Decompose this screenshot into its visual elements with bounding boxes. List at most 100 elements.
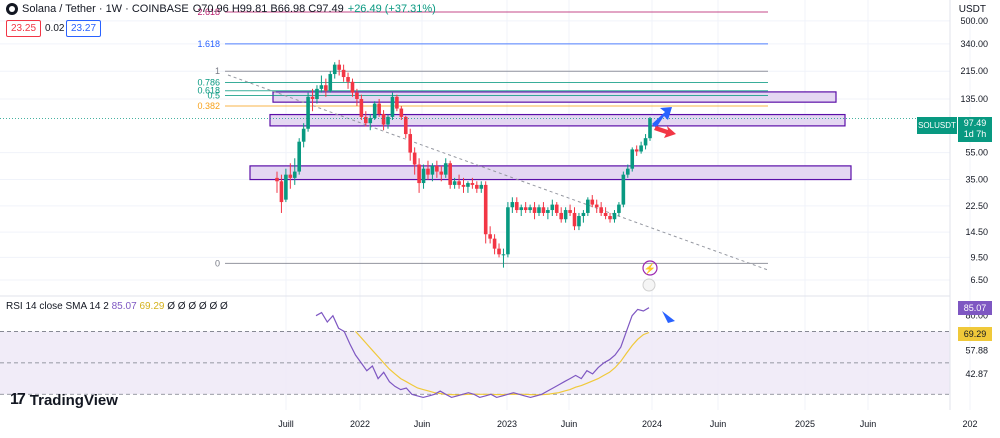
candle-body — [470, 183, 475, 185]
rsi-legend[interactable]: RSI 14 close SMA 14 2 85.07 69.29 Ø Ø Ø … — [6, 301, 228, 312]
candle-body — [408, 134, 413, 153]
candle-body — [399, 108, 404, 117]
candle-body — [559, 212, 563, 220]
candle-body — [546, 210, 550, 213]
rsi-extra-values: Ø Ø Ø Ø Ø Ø — [167, 301, 228, 312]
candle-body — [448, 163, 452, 185]
candle-body — [390, 96, 395, 117]
candle-body — [510, 202, 515, 208]
spread-value: 0.02 — [45, 23, 65, 34]
candle-body — [430, 165, 435, 175]
candle-body — [315, 88, 319, 99]
candle-body — [550, 204, 555, 211]
candle-body — [514, 202, 519, 211]
candle-body — [337, 64, 341, 70]
fib-level-label: 0.382 — [197, 101, 220, 111]
candle-body — [412, 152, 417, 165]
price-tick-label: 35.00 — [965, 175, 988, 185]
flag-marker-icon — [642, 278, 656, 292]
candle-body — [395, 96, 399, 109]
tradingview-logo[interactable]: 17 TradingView — [10, 391, 118, 409]
fib-level-label: 0.5 — [207, 91, 220, 101]
time-tick-label: 2024 — [642, 419, 662, 429]
candle-body — [621, 174, 626, 205]
rsi-title: RSI 14 close SMA 14 2 — [6, 301, 109, 312]
candle-body — [625, 168, 630, 175]
ohlc-values: O70.96 H99.81 B66.98 C97.49 — [192, 3, 344, 15]
symbol-tag: SOLUSDT — [917, 117, 957, 134]
price-tick-label: 55.00 — [965, 148, 988, 158]
time-tick-label: Juill — [278, 419, 294, 429]
symbol-header[interactable]: Solana / Tether · 1W · COINBASE O70.96 H… — [6, 3, 436, 15]
candle-body — [457, 181, 461, 185]
rsi-tick-label: 42.87 — [965, 369, 988, 379]
up-arrow-icon — [652, 107, 672, 128]
event-marker-icon — [642, 260, 658, 276]
candle-body — [301, 128, 306, 142]
rsi-value-text: 85.07 — [111, 301, 137, 312]
buy-button[interactable]: 23.27 — [66, 20, 102, 37]
candle-body — [541, 207, 546, 213]
candle-body — [332, 64, 337, 75]
candle-body — [377, 103, 381, 114]
lightning-icon: ⚡ — [644, 262, 656, 275]
price-tick-label: 9.50 — [970, 252, 988, 262]
time-tick-label: Juin — [860, 419, 877, 429]
candle-body — [368, 118, 373, 124]
fib-level-label: 1.618 — [197, 39, 220, 49]
candle-body — [439, 171, 444, 175]
time-tick-label: 2023 — [497, 419, 517, 429]
rsi-sma-line — [355, 330, 650, 396]
time-tick-label: Juin — [414, 419, 431, 429]
candle-body — [568, 210, 572, 213]
candle-body — [537, 207, 541, 213]
candle-body — [435, 165, 439, 172]
candle-body — [466, 183, 470, 187]
candle-body — [355, 92, 359, 99]
support-resistance-zone — [269, 113, 846, 127]
candle-body — [643, 138, 648, 146]
candle-body — [630, 149, 635, 169]
candle-body — [328, 74, 333, 91]
time-tick-label: 2025 — [795, 419, 815, 429]
sell-button[interactable]: 23.25 — [6, 20, 42, 37]
candle-body — [572, 212, 577, 227]
time-tick-label: Juin — [561, 419, 578, 429]
candle-body — [581, 212, 586, 217]
symbol-title: Solana / Tether · 1W · COINBASE — [22, 3, 189, 15]
candle-body — [443, 163, 448, 175]
candle-body — [590, 199, 595, 205]
price-tick-label: 215.00 — [960, 66, 988, 76]
change-value: +26.49 (+37.31%) — [347, 3, 436, 15]
candle-body — [306, 96, 310, 129]
candle-body — [386, 116, 390, 125]
last-price: 97.49 — [963, 118, 987, 128]
rsi-sma-text: 69.29 — [139, 301, 165, 312]
price-tick-label: 6.50 — [970, 275, 988, 285]
support-resistance-zone — [249, 165, 852, 181]
candle-body — [275, 177, 279, 182]
time-tick-label: 202 — [962, 419, 977, 429]
candle-body — [359, 98, 364, 117]
solana-logo-icon — [6, 3, 18, 15]
fib-level-label: 2.618 — [197, 7, 220, 17]
fib-level-label: 0.786 — [197, 77, 220, 87]
candle-body — [421, 168, 426, 184]
candle-body — [417, 164, 421, 184]
time-tick-label: Juin — [710, 419, 727, 429]
candle-body — [381, 113, 386, 125]
candle-body — [599, 207, 603, 213]
candle-body — [586, 199, 590, 213]
candle-body — [648, 118, 652, 139]
candle-body — [324, 85, 328, 91]
candle-body — [372, 103, 377, 119]
candle-body — [554, 204, 559, 213]
candle-body — [594, 204, 599, 208]
candle-body — [310, 96, 315, 99]
candle-body — [492, 238, 497, 249]
candle-body — [341, 69, 346, 78]
price-tick-label: 22.50 — [965, 201, 988, 211]
candle-body — [364, 116, 368, 124]
currency-selector[interactable]: USDT — [958, 4, 986, 15]
